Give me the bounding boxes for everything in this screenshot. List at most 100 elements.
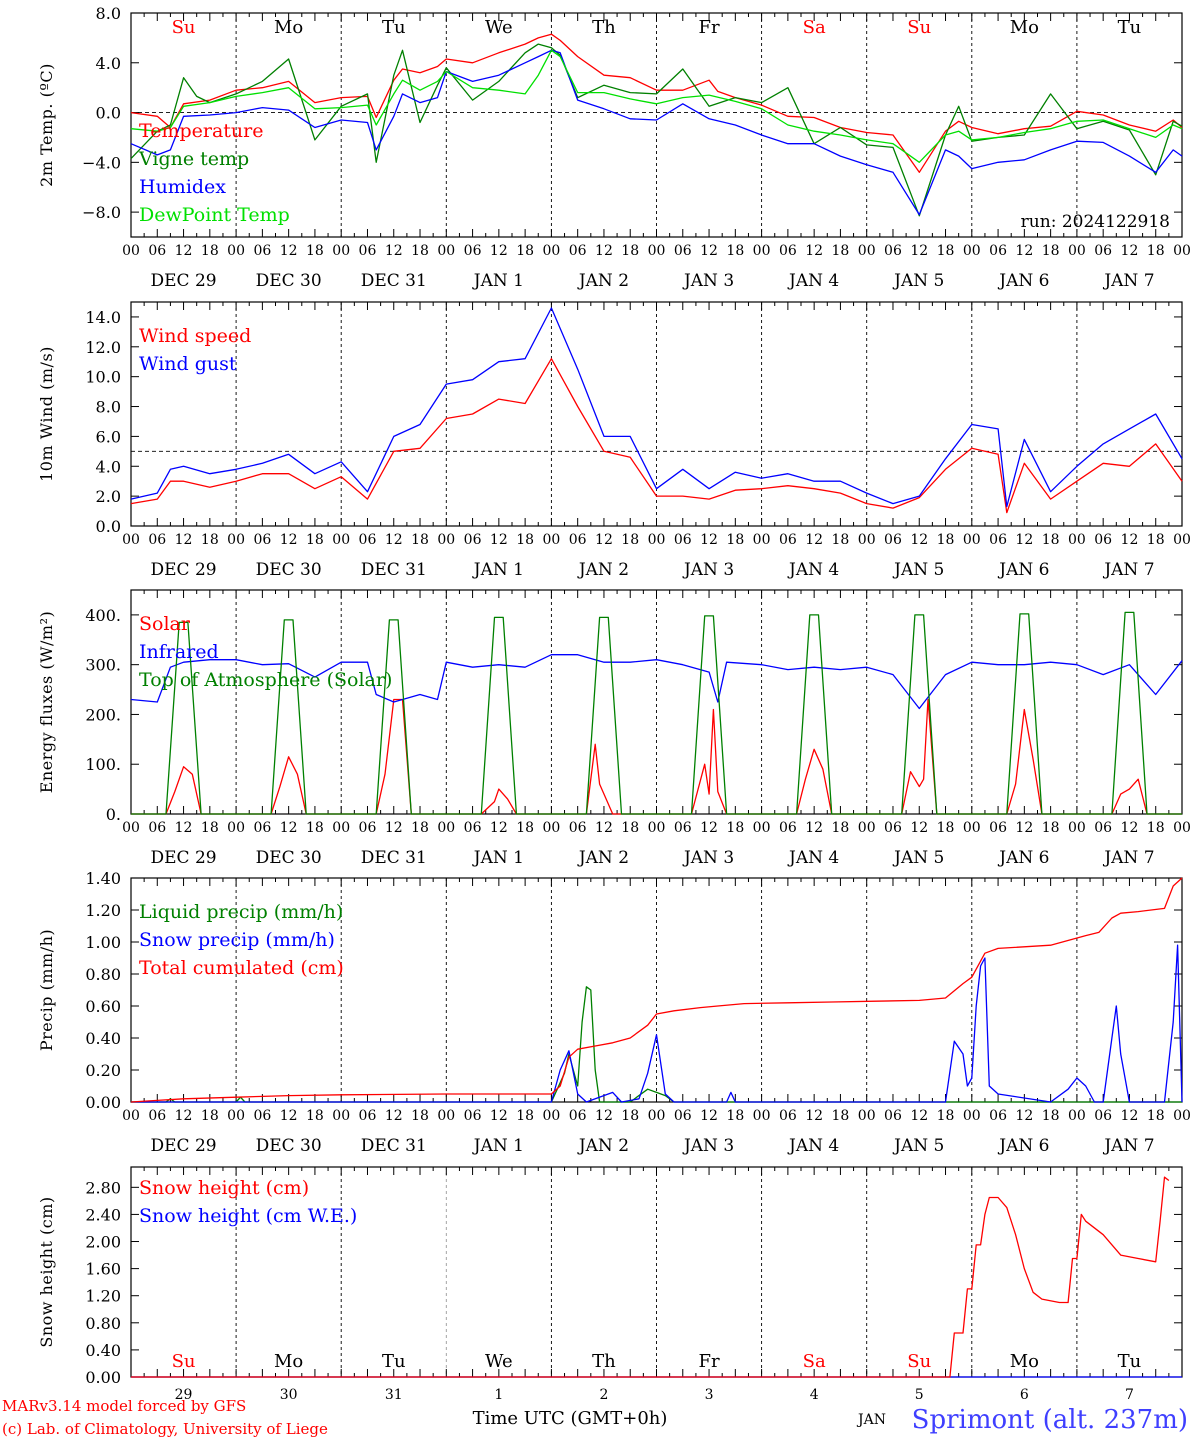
hour-label: 06 bbox=[884, 1108, 902, 1124]
hour-label: 18 bbox=[411, 1108, 429, 1124]
date-label: DEC 29 bbox=[151, 1136, 217, 1156]
date-label: JAN 7 bbox=[1102, 1136, 1154, 1156]
hour-label: 00 bbox=[122, 820, 140, 836]
hour-label: 00 bbox=[963, 1108, 981, 1124]
y-tick-label: 400. bbox=[85, 606, 121, 625]
date-label: DEC 29 bbox=[151, 560, 217, 580]
hour-label: 12 bbox=[595, 243, 613, 259]
hour-label: 18 bbox=[1042, 243, 1060, 259]
y-tick-label: −8.0 bbox=[82, 203, 121, 222]
y-axis-label: Snow height (cm) bbox=[37, 1196, 56, 1347]
day-number-label: 30 bbox=[280, 1387, 298, 1403]
hour-label: 06 bbox=[253, 820, 271, 836]
y-tick-label: 0.0 bbox=[96, 517, 121, 536]
series-snow-precip-mm-h bbox=[131, 944, 1183, 1103]
date-label: JAN 5 bbox=[892, 1136, 944, 1156]
hour-label: 18 bbox=[832, 532, 850, 548]
y-tick-label: 0.00 bbox=[85, 1368, 121, 1387]
hour-label: 06 bbox=[779, 532, 797, 548]
y-tick-label: 1.40 bbox=[85, 869, 121, 888]
series-snow-height-cm bbox=[131, 1176, 1170, 1378]
weekday-label: Su bbox=[907, 1351, 931, 1372]
hour-label: 12 bbox=[1015, 1108, 1033, 1124]
weekday-label: Sa bbox=[803, 1351, 826, 1372]
hour-label: 12 bbox=[910, 532, 928, 548]
date-label: JAN 6 bbox=[997, 848, 1049, 868]
chart-footer: Time UTC (GMT+0h) JAN Sprimont (alt. 237… bbox=[2, 1397, 1188, 1438]
y-tick-label: 10.0 bbox=[85, 368, 121, 387]
hour-label: 18 bbox=[937, 243, 955, 259]
hour-label: 00 bbox=[227, 532, 245, 548]
date-label: DEC 30 bbox=[256, 271, 322, 291]
hour-label: 06 bbox=[359, 1108, 377, 1124]
hour-label: 00 bbox=[753, 243, 771, 259]
hour-label: 06 bbox=[989, 532, 1007, 548]
series-infrared bbox=[130, 654, 1183, 710]
legend-entry: Humidex bbox=[139, 176, 226, 198]
hour-label: 00 bbox=[1173, 243, 1191, 259]
hour-label: 18 bbox=[832, 1108, 850, 1124]
hour-label: 06 bbox=[674, 820, 692, 836]
hour-label: 06 bbox=[148, 820, 166, 836]
hour-label: 18 bbox=[621, 532, 639, 548]
hour-label: 06 bbox=[1094, 820, 1112, 836]
hour-label: 00 bbox=[858, 1108, 876, 1124]
y-tick-label: 2.40 bbox=[85, 1205, 121, 1224]
date-label: JAN 2 bbox=[577, 560, 629, 580]
hour-label: 12 bbox=[175, 1108, 193, 1124]
hour-label: 12 bbox=[175, 820, 193, 836]
date-label: JAN 4 bbox=[787, 560, 839, 580]
day-number-label: 3 bbox=[705, 1387, 714, 1403]
hour-label: 06 bbox=[1094, 532, 1112, 548]
weekday-label: Su bbox=[172, 17, 196, 38]
date-label: JAN 3 bbox=[682, 271, 734, 291]
hour-label: 12 bbox=[1121, 820, 1139, 836]
hour-label: 00 bbox=[437, 1108, 455, 1124]
weekday-label: Tu bbox=[382, 17, 406, 38]
hour-label: 00 bbox=[437, 243, 455, 259]
hour-label: 06 bbox=[148, 243, 166, 259]
hour-label: 06 bbox=[253, 243, 271, 259]
date-label: JAN 1 bbox=[472, 271, 524, 291]
hour-label: 12 bbox=[805, 1108, 823, 1124]
hour-label: 00 bbox=[1173, 1108, 1191, 1124]
hour-label: 12 bbox=[385, 820, 403, 836]
weekday-label: Mo bbox=[274, 1351, 303, 1372]
hour-label: 18 bbox=[621, 243, 639, 259]
legend-entry: Vigne temp bbox=[138, 148, 249, 170]
hour-label: 06 bbox=[148, 1108, 166, 1124]
series-total-cumulated-cm bbox=[130, 877, 1183, 1103]
hour-label: 06 bbox=[779, 1108, 797, 1124]
weekday-label: Mo bbox=[1010, 17, 1039, 38]
hour-label: 12 bbox=[700, 820, 718, 836]
weekday-label: We bbox=[485, 1351, 513, 1372]
series-top-of-atmosphere-solar bbox=[131, 611, 1182, 815]
y-tick-label: 2.80 bbox=[85, 1178, 121, 1197]
date-label: JAN 4 bbox=[787, 1136, 839, 1156]
hour-label: 18 bbox=[937, 532, 955, 548]
hour-label: 12 bbox=[805, 532, 823, 548]
plot-frame bbox=[130, 589, 1183, 815]
hour-label: 18 bbox=[1147, 532, 1165, 548]
weekday-label: Tu bbox=[1118, 1351, 1142, 1372]
hour-label: 00 bbox=[122, 532, 140, 548]
hour-label: 06 bbox=[1094, 243, 1112, 259]
y-tick-label: 0. bbox=[106, 805, 121, 824]
hour-label: 00 bbox=[648, 243, 666, 259]
hour-label: 06 bbox=[359, 820, 377, 836]
weekday-label: Tu bbox=[382, 1351, 406, 1372]
y-tick-label: 6.0 bbox=[96, 427, 121, 446]
hour-label: 18 bbox=[201, 243, 219, 259]
y-tick-label: 0.0 bbox=[96, 104, 121, 123]
hour-label: 06 bbox=[569, 532, 587, 548]
hour-label: 18 bbox=[1042, 1108, 1060, 1124]
y-tick-label: 1.00 bbox=[85, 933, 121, 952]
hour-label: 12 bbox=[490, 820, 508, 836]
hour-label: 18 bbox=[411, 820, 429, 836]
date-label: JAN 6 bbox=[997, 271, 1049, 291]
hour-label: 12 bbox=[1015, 243, 1033, 259]
date-label: JAN 1 bbox=[472, 560, 524, 580]
hour-label: 00 bbox=[437, 820, 455, 836]
hour-label: 06 bbox=[359, 243, 377, 259]
hour-label: 18 bbox=[832, 243, 850, 259]
